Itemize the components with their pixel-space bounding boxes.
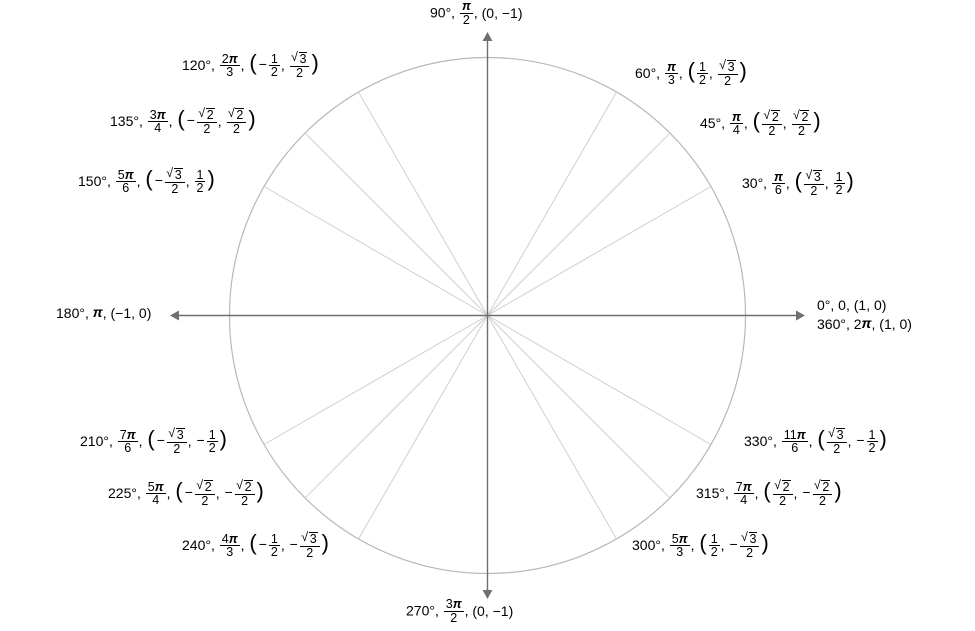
deg: 315°: [696, 485, 725, 501]
coord: (−1, 0): [111, 304, 152, 320]
deg: 225°: [108, 485, 137, 501]
rad: π2: [459, 4, 474, 20]
coord: (32, −12): [816, 432, 887, 448]
deg: 360°: [817, 316, 846, 332]
deg: 135°: [110, 113, 139, 129]
coord: (−12, 32): [248, 56, 319, 72]
deg: 210°: [80, 433, 109, 449]
coord: (−22, −22): [174, 484, 264, 500]
coord: (0, −1): [482, 4, 523, 20]
angle-label-a60: 60°, π3, (12, 32): [635, 60, 748, 87]
deg: 330°: [744, 433, 773, 449]
deg: 150°: [78, 173, 107, 189]
rad: 7π6: [117, 432, 139, 448]
rad: π3: [664, 64, 679, 80]
angle-label-a270: 270°, 3π2, (0, −1): [406, 598, 513, 624]
rad: 4π3: [219, 536, 241, 552]
deg: 45°: [700, 115, 721, 131]
coord: (1, 0): [879, 315, 912, 331]
coord: (−12, −32): [248, 536, 330, 552]
angle-label-a0: 0°, 0, (1, 0): [817, 297, 886, 313]
rad: π4: [729, 114, 744, 130]
rad: 5π4: [145, 484, 167, 500]
rad: 5π6: [115, 172, 137, 188]
coord: (−32, 12): [144, 172, 215, 188]
deg: 300°: [632, 537, 661, 553]
angle-label-a240: 240°, 4π3, (−12, −32): [182, 532, 330, 559]
coord: (−22, 22): [176, 112, 256, 128]
rad: 3π2: [443, 602, 465, 618]
angle-label-a360: 360°, 2π, (1, 0): [817, 316, 912, 332]
rad: 7π4: [733, 484, 755, 500]
coord: (−32, −12): [146, 432, 228, 448]
coord: (0, −1): [472, 602, 513, 618]
rad: 2π: [854, 315, 872, 331]
angle-label-a225: 225°, 5π4, (−22, −22): [108, 480, 265, 507]
deg: 30°: [742, 175, 763, 191]
deg: 90°: [430, 5, 451, 21]
rad: 0: [838, 296, 846, 312]
angle-label-a180: 180°, π, (−1, 0): [56, 305, 151, 321]
deg: 180°: [56, 305, 85, 321]
angle-label-a315: 315°, 7π4, (22, −22): [696, 480, 843, 507]
angle-label-a135: 135°, 3π4, (−22, 22): [110, 108, 257, 135]
deg: 120°: [182, 57, 211, 73]
coord: (1, 0): [854, 296, 887, 312]
rad: 11π6: [781, 432, 809, 448]
rad: π: [93, 304, 103, 320]
coord: (22, 22): [752, 114, 822, 130]
deg: 60°: [635, 65, 656, 81]
rad: 5π3: [669, 536, 691, 552]
coord: (12, 32): [687, 64, 748, 80]
angle-label-a330: 330°, 11π6, (32, −12): [744, 428, 888, 455]
angle-label-a300: 300°, 5π3, (12, −32): [632, 532, 770, 559]
angle-label-a210: 210°, 7π6, (−32, −12): [80, 428, 228, 455]
rad: π6: [771, 174, 786, 190]
angle-label-a150: 150°, 5π6, (−32, 12): [78, 168, 216, 195]
coord: (22, −22): [762, 484, 842, 500]
angle-label-a120: 120°, 2π3, (−12, 32): [182, 52, 320, 79]
angle-label-a90: 90°, π2, (0, −1): [430, 0, 523, 26]
angle-label-a45: 45°, π4, (22, 22): [700, 110, 822, 137]
rad: 2π3: [219, 56, 241, 72]
deg: 0°: [817, 297, 830, 313]
deg: 270°: [406, 603, 435, 619]
angle-label-a30: 30°, π6, (32, 12): [742, 170, 855, 197]
deg: 240°: [182, 537, 211, 553]
rad: 3π4: [147, 112, 169, 128]
coord: (32, 12): [794, 174, 855, 190]
coord: (12, −32): [698, 536, 769, 552]
